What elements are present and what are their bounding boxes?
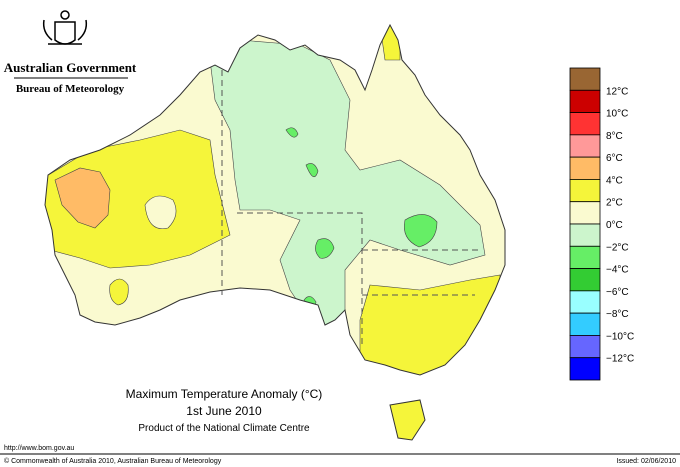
legend-swatch [569, 357, 601, 381]
legend: 12°C 10°C 8°C 6°C 4°C 2°C 0°C −2°C −4°C −6°C −8°C −… [569, 67, 634, 381]
url: http://www.bom.gov.au [4, 445, 74, 452]
legend-label: 10°C [606, 109, 628, 120]
bureau: Bureau of Meteorology [16, 83, 125, 95]
legend-swatch [569, 201, 601, 225]
government: Australian Government [4, 60, 137, 75]
legend-swatch [569, 245, 601, 269]
legend-swatch [569, 223, 601, 247]
legend-label: −4°C [606, 265, 629, 276]
legend-swatch [569, 156, 601, 180]
legend-swatch [569, 89, 601, 113]
title: Maximum Temperature Anomaly (°C) [126, 387, 323, 401]
legend-label: −8°C [606, 309, 629, 320]
copyright: © Commonwealth of Australia 2010, Austra… [4, 457, 222, 465]
legend-label: 8°C [606, 131, 623, 142]
tasmania [389, 399, 426, 441]
state-borders [221, 70, 480, 345]
issued: Issued: 02/06/2010 [616, 458, 676, 465]
legend-label: 12°C [606, 86, 628, 97]
legend-swatch [569, 290, 601, 314]
legend-swatch [569, 112, 601, 136]
legend-label: 0°C [606, 220, 623, 231]
legend-label: −6°C [606, 287, 629, 298]
date: 1st June 2010 [186, 404, 262, 418]
legend-label: −2°C [606, 242, 629, 253]
legend-label: 2°C [606, 198, 623, 209]
legend-swatch [569, 134, 601, 158]
legend-label: −12°C [606, 354, 634, 365]
legend-swatch [569, 268, 601, 292]
subtitle: Product of the National Climate Centre [138, 423, 310, 434]
legend-swatch [569, 179, 601, 203]
legend-label: −10°C [606, 331, 634, 342]
coat-of-arms [42, 10, 88, 45]
legend-swatch [569, 312, 601, 336]
legend-swatch [569, 67, 601, 91]
legend-label: 4°C [606, 175, 623, 186]
legend-label: 6°C [606, 153, 623, 164]
legend-swatch [569, 335, 601, 359]
